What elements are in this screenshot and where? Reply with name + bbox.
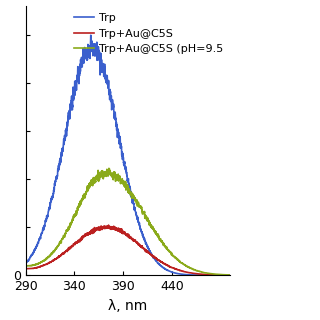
Trp+Au@C5S (pH=9.5 — [208, 272, 212, 276]
Trp+Au@C5S (pH=9.5 — [24, 264, 28, 268]
Trp — [24, 261, 28, 265]
Trp — [60, 152, 63, 156]
Trp — [228, 273, 232, 277]
Trp+Au@C5S — [60, 252, 64, 256]
Trp+Au@C5S — [107, 223, 110, 227]
Trp — [60, 154, 64, 158]
Trp — [141, 235, 145, 239]
X-axis label: λ, nm: λ, nm — [108, 299, 148, 313]
Trp+Au@C5S (pH=9.5 — [60, 237, 64, 241]
Line: Trp+Au@C5S: Trp+Au@C5S — [26, 225, 230, 275]
Trp+Au@C5S — [228, 273, 232, 277]
Trp+Au@C5S (pH=9.5 — [188, 266, 192, 270]
Trp+Au@C5S — [211, 273, 215, 277]
Trp+Au@C5S (pH=9.5 — [141, 210, 145, 214]
Trp+Au@C5S (pH=9.5 — [228, 273, 232, 277]
Trp+Au@C5S (pH=9.5 — [60, 238, 63, 242]
Trp — [188, 273, 192, 277]
Trp+Au@C5S — [60, 253, 63, 257]
Trp — [208, 273, 212, 277]
Trp — [228, 273, 232, 277]
Line: Trp: Trp — [26, 35, 230, 275]
Legend: Trp, Trp+Au@C5S, Trp+Au@C5S (pH=9.5: Trp, Trp+Au@C5S, Trp+Au@C5S (pH=9.5 — [73, 12, 225, 55]
Trp+Au@C5S — [188, 271, 192, 275]
Trp+Au@C5S (pH=9.5 — [107, 166, 111, 170]
Trp+Au@C5S (pH=9.5 — [211, 272, 215, 276]
Trp+Au@C5S — [141, 246, 145, 250]
Trp — [211, 273, 215, 277]
Trp+Au@C5S — [208, 273, 212, 277]
Trp+Au@C5S — [228, 273, 232, 277]
Trp+Au@C5S — [24, 267, 28, 271]
Line: Trp+Au@C5S (pH=9.5: Trp+Au@C5S (pH=9.5 — [26, 168, 230, 275]
Trp — [89, 33, 93, 37]
